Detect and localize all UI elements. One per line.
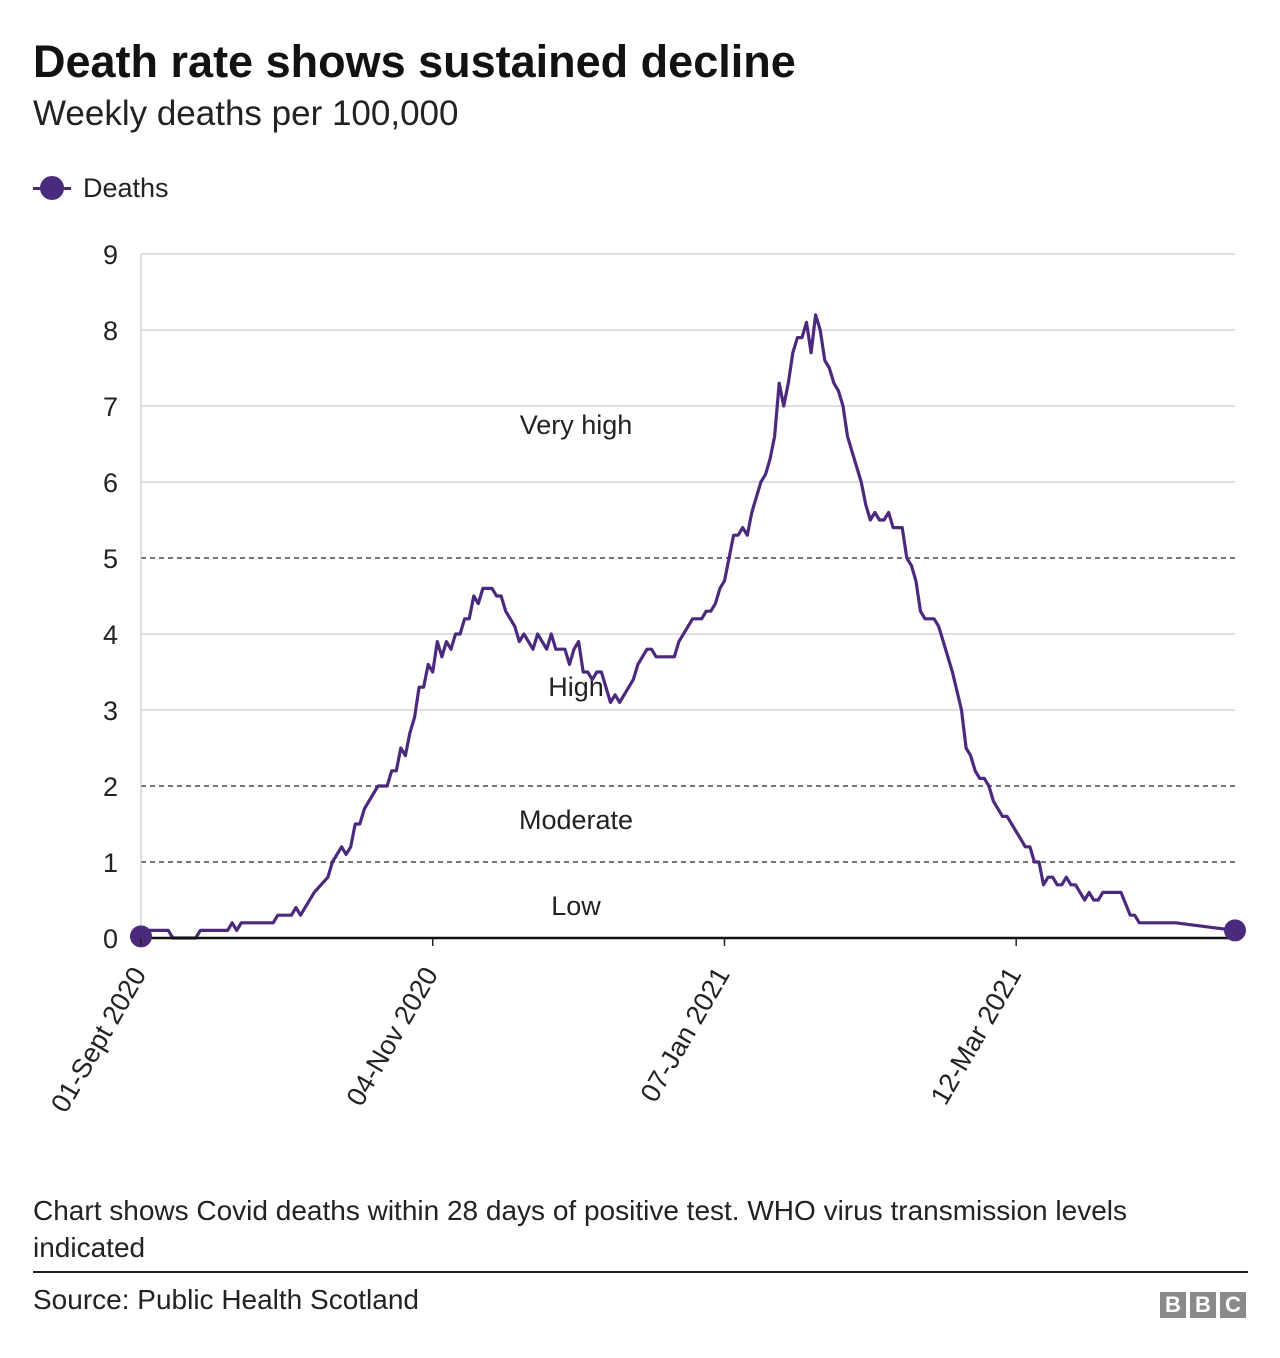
- zone-label: Very high: [520, 410, 633, 440]
- y-tick-label: 6: [103, 468, 118, 498]
- legend-marker-icon: [33, 170, 71, 206]
- x-tick-label: 12-Mar 2021: [925, 962, 1028, 1110]
- x-tick-label: 01-Sept 2020: [45, 962, 152, 1117]
- bbc-logo-letter: B: [1190, 1292, 1216, 1318]
- chart-note: Chart shows Covid deaths within 28 days …: [33, 1195, 1127, 1263]
- end-point-marker: [1224, 919, 1246, 942]
- y-tick-label: 4: [103, 620, 118, 650]
- y-tick-label: 5: [103, 544, 118, 574]
- bbc-logo-letter: C: [1220, 1292, 1246, 1318]
- y-tick-label: 8: [103, 316, 118, 346]
- y-tick-label: 0: [103, 924, 118, 954]
- y-tick-label: 9: [103, 240, 118, 270]
- zone-label: Low: [551, 891, 601, 921]
- chart-title: Death rate shows sustained decline: [33, 36, 796, 87]
- legend-label-deaths: Deaths: [83, 172, 169, 203]
- series-line-deaths: [139, 313, 1237, 940]
- start-point-marker: [130, 925, 152, 948]
- bbc-logo: B B C: [1160, 1292, 1246, 1318]
- y-tick-label: 7: [103, 392, 118, 422]
- x-tick-label: 04-Nov 2020: [341, 962, 444, 1111]
- legend: Deaths: [33, 170, 169, 206]
- y-tick-label: 2: [103, 772, 118, 802]
- zone-label: Moderate: [519, 805, 633, 835]
- x-tick-label: 07-Jan 2021: [635, 962, 736, 1107]
- source-text: Source: Public Health Scotland: [33, 1284, 419, 1315]
- chart-subtitle: Weekly deaths per 100,000: [33, 94, 459, 133]
- y-tick-label: 1: [103, 848, 118, 878]
- bbc-logo-letter: B: [1160, 1292, 1186, 1318]
- footer-divider: [33, 1271, 1248, 1273]
- y-tick-label: 3: [103, 696, 118, 726]
